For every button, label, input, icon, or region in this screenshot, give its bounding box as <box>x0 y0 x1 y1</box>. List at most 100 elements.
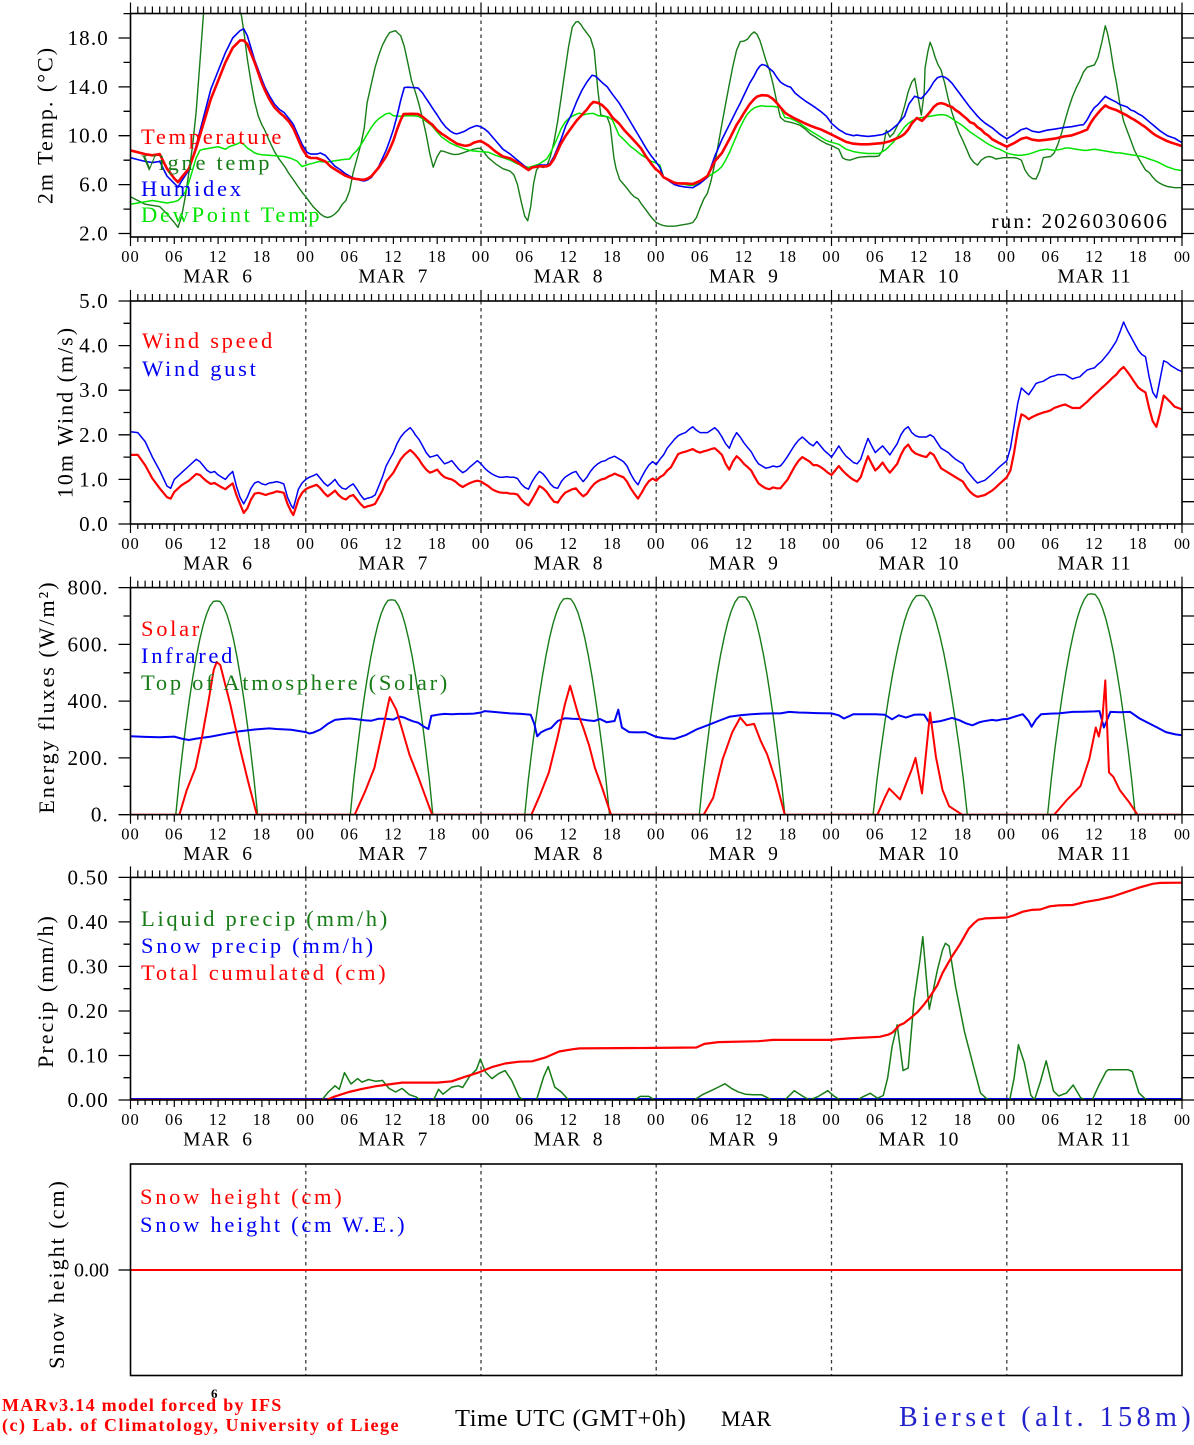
svg-text:3.0: 3.0 <box>79 378 109 402</box>
svg-text:run: 2026030606: run: 2026030606 <box>991 209 1169 233</box>
svg-text:00: 00 <box>998 1110 1017 1129</box>
svg-text:Wind gust: Wind gust <box>142 356 259 381</box>
svg-text:MAR: MAR <box>721 1406 771 1431</box>
svg-text:12: 12 <box>1085 534 1104 553</box>
svg-text:Solar: Solar <box>141 616 202 641</box>
svg-text:12: 12 <box>559 534 578 553</box>
svg-text:12: 12 <box>209 247 228 266</box>
svg-text:MARv3.14 model forced by IFS: MARv3.14 model forced by IFS <box>2 1395 283 1415</box>
svg-text:00: 00 <box>472 1110 491 1129</box>
svg-text:MAR 6: MAR 6 <box>183 844 253 865</box>
svg-text:12: 12 <box>209 825 228 844</box>
svg-text:06: 06 <box>866 825 885 844</box>
svg-text:Bierset (alt. 158m): Bierset (alt. 158m) <box>899 1402 1194 1433</box>
svg-text:12: 12 <box>735 534 754 553</box>
svg-text:18: 18 <box>603 1110 622 1129</box>
svg-text:800.: 800. <box>67 576 109 600</box>
svg-text:MAR 8: MAR 8 <box>534 554 604 575</box>
svg-text:00: 00 <box>822 534 841 553</box>
svg-text:18: 18 <box>778 1110 797 1129</box>
svg-text:12: 12 <box>910 1110 929 1129</box>
svg-text:18: 18 <box>253 247 272 266</box>
svg-text:MAR 9: MAR 9 <box>709 554 779 575</box>
svg-text:12: 12 <box>559 247 578 266</box>
svg-text:Snow height (cm W.E.): Snow height (cm W.E.) <box>140 1212 407 1237</box>
svg-text:MAR 9: MAR 9 <box>709 844 779 865</box>
svg-text:18: 18 <box>428 247 447 266</box>
svg-text:06: 06 <box>340 247 359 266</box>
svg-text:00: 00 <box>297 825 316 844</box>
svg-text:MAR 6: MAR 6 <box>183 1130 253 1151</box>
svg-text:18: 18 <box>603 247 622 266</box>
svg-text:MAR 9: MAR 9 <box>709 1130 779 1151</box>
svg-text:5.0: 5.0 <box>79 289 109 313</box>
svg-text:MAR 11: MAR 11 <box>1057 1130 1131 1151</box>
svg-text:06: 06 <box>516 825 535 844</box>
svg-text:2m Temp. (°C): 2m Temp. (°C) <box>33 46 58 204</box>
svg-text:10.0: 10.0 <box>67 124 109 148</box>
svg-text:12: 12 <box>384 534 403 553</box>
svg-text:0.00: 0.00 <box>74 1260 109 1282</box>
svg-text:00: 00 <box>472 534 491 553</box>
svg-text:2.0: 2.0 <box>79 423 109 447</box>
svg-text:600.: 600. <box>67 632 109 656</box>
svg-text:MAR 10: MAR 10 <box>879 1130 960 1151</box>
svg-text:06: 06 <box>340 1110 359 1129</box>
svg-text:12: 12 <box>910 534 929 553</box>
svg-text:12: 12 <box>1085 825 1104 844</box>
svg-text:12: 12 <box>1085 247 1104 266</box>
svg-text:Temperature: Temperature <box>141 124 284 149</box>
svg-text:MAR 11: MAR 11 <box>1057 554 1131 575</box>
svg-text:00: 00 <box>647 1110 666 1129</box>
svg-text:00: 00 <box>297 534 316 553</box>
svg-text:06: 06 <box>1041 825 1060 844</box>
svg-text:18: 18 <box>778 247 797 266</box>
svg-text:18: 18 <box>253 825 272 844</box>
svg-text:6: 6 <box>211 1386 218 1401</box>
svg-text:Infrared: Infrared <box>141 643 235 668</box>
svg-text:12: 12 <box>209 534 228 553</box>
svg-text:18: 18 <box>603 825 622 844</box>
svg-text:0.20: 0.20 <box>67 999 109 1023</box>
svg-text:Snow height (cm): Snow height (cm) <box>44 1179 69 1369</box>
svg-text:12: 12 <box>384 825 403 844</box>
svg-text:06: 06 <box>691 825 710 844</box>
svg-text:MAR 7: MAR 7 <box>358 267 428 288</box>
svg-text:MAR 7: MAR 7 <box>358 844 428 865</box>
svg-text:0.30: 0.30 <box>67 954 109 978</box>
svg-text:06: 06 <box>516 247 535 266</box>
svg-text:12: 12 <box>735 1110 754 1129</box>
svg-text:Energy fluxes (W/m²): Energy fluxes (W/m²) <box>34 580 59 813</box>
svg-text:18: 18 <box>1129 247 1148 266</box>
svg-text:Vigne temp: Vigne temp <box>141 150 272 175</box>
svg-text:0.40: 0.40 <box>67 910 109 934</box>
svg-text:18: 18 <box>428 1110 447 1129</box>
svg-text:Snow height (cm): Snow height (cm) <box>140 1184 344 1209</box>
svg-text:06: 06 <box>691 534 710 553</box>
svg-text:06: 06 <box>1041 247 1060 266</box>
svg-text:18: 18 <box>428 825 447 844</box>
svg-text:4.0: 4.0 <box>79 334 109 358</box>
svg-text:MAR 6: MAR 6 <box>183 267 253 288</box>
svg-text:12: 12 <box>384 247 403 266</box>
svg-text:Total cumulated (cm): Total cumulated (cm) <box>141 960 388 985</box>
svg-text:00: 00 <box>472 825 491 844</box>
svg-text:00: 00 <box>1174 1112 1190 1129</box>
svg-text:18.0: 18.0 <box>67 26 109 50</box>
svg-text:18: 18 <box>778 825 797 844</box>
svg-text:18: 18 <box>954 1110 973 1129</box>
svg-text:6.0: 6.0 <box>79 173 109 197</box>
svg-text:12: 12 <box>559 825 578 844</box>
svg-text:18: 18 <box>954 534 973 553</box>
svg-text:Precip (mm/h): Precip (mm/h) <box>33 914 58 1068</box>
svg-text:06: 06 <box>516 1110 535 1129</box>
svg-text:(c) Lab. of Climatology, Unive: (c) Lab. of Climatology, University of L… <box>2 1415 400 1436</box>
svg-text:Snow precip (mm/h): Snow precip (mm/h) <box>141 933 376 958</box>
svg-text:18: 18 <box>954 825 973 844</box>
svg-text:MAR 7: MAR 7 <box>358 1130 428 1151</box>
svg-text:18: 18 <box>1129 825 1148 844</box>
svg-text:Top of Atmosphere (Solar): Top of Atmosphere (Solar) <box>141 670 450 695</box>
svg-text:00: 00 <box>121 534 140 553</box>
svg-text:0.: 0. <box>91 803 109 827</box>
svg-text:12: 12 <box>910 825 929 844</box>
